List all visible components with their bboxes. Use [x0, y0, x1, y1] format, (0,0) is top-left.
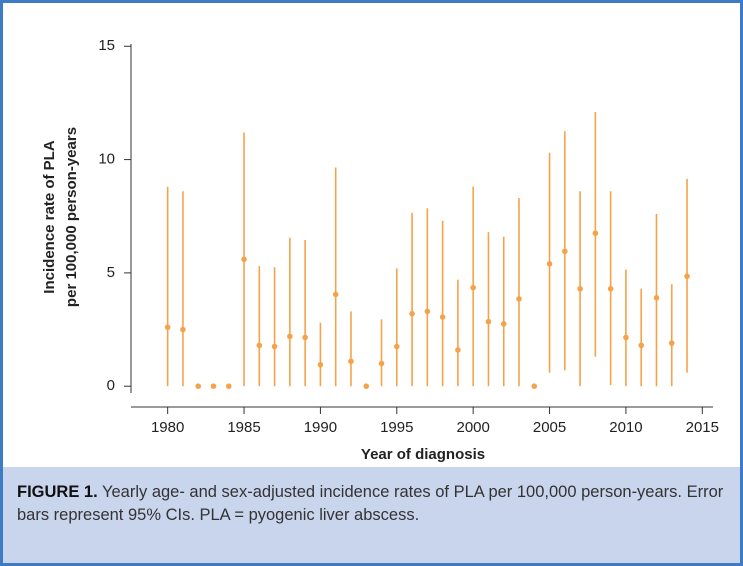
- point: [210, 383, 217, 390]
- point: [684, 273, 690, 280]
- point: [164, 324, 171, 331]
- point: [577, 285, 583, 292]
- x-tick-label: 1985: [227, 419, 260, 436]
- y-axis-label: per 100,000 person-years: [63, 127, 80, 307]
- point: [363, 383, 370, 390]
- y-tick-label: 5: [107, 264, 115, 281]
- point: [287, 333, 293, 340]
- point: [271, 343, 278, 350]
- caption-label: FIGURE 1.: [17, 483, 98, 501]
- point: [653, 295, 660, 301]
- x-tick-label: 1980: [151, 419, 184, 436]
- point: [668, 340, 675, 346]
- point: [378, 360, 385, 367]
- y-tick-label: 15: [98, 37, 115, 54]
- point: [348, 358, 354, 365]
- x-tick-label: 2015: [686, 419, 719, 436]
- point: [546, 261, 553, 267]
- y-axis-label: Incidence rate of PLA: [41, 140, 58, 294]
- point: [225, 383, 232, 390]
- y-tick-label: 0: [107, 377, 115, 394]
- point: [516, 296, 522, 302]
- point: [393, 343, 400, 350]
- point: [500, 321, 507, 327]
- point: [455, 347, 461, 353]
- point: [302, 334, 308, 341]
- point: [424, 308, 431, 315]
- point: [485, 318, 492, 325]
- point: [241, 256, 247, 263]
- point: [623, 334, 629, 341]
- x-tick-label: 2010: [609, 419, 642, 436]
- x-tick-label: 2000: [456, 419, 489, 436]
- point: [195, 383, 202, 390]
- chart: Year of diagnosis Incidence rate of PLA …: [41, 37, 719, 463]
- point: [256, 342, 263, 349]
- caption-text: Yearly age- and sex-adjusted incidence r…: [17, 483, 724, 524]
- x-tick-label: 1990: [304, 419, 337, 436]
- point: [332, 291, 339, 298]
- point: [638, 342, 645, 349]
- point: [180, 326, 186, 333]
- point: [470, 284, 476, 291]
- point: [562, 248, 568, 255]
- point: [531, 383, 538, 390]
- point: [607, 285, 614, 292]
- point: [592, 230, 599, 237]
- point: [409, 310, 415, 317]
- x-tick-label: 2005: [533, 419, 566, 436]
- x-axis-label: Year of diagnosis: [361, 446, 485, 463]
- point: [439, 314, 446, 320]
- y-tick-label: 10: [98, 151, 115, 168]
- point: [317, 361, 324, 368]
- x-tick-label: 1995: [380, 419, 413, 436]
- caption: FIGURE 1. Yearly age- and sex-adjusted i…: [3, 467, 740, 563]
